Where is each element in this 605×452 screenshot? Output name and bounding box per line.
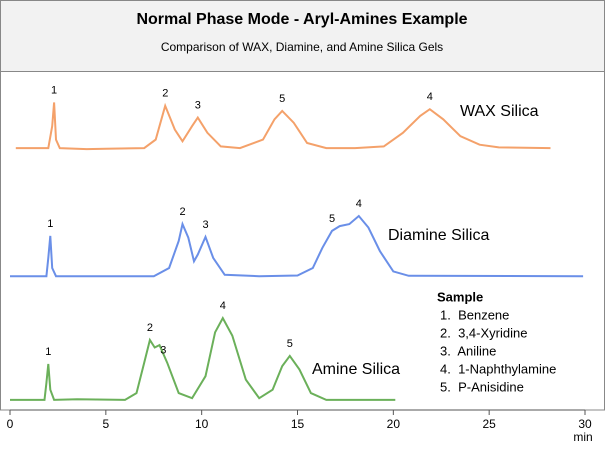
peak-label: 3 <box>195 100 201 112</box>
series-label: WAX Silica <box>460 103 539 120</box>
x-axis-label: min <box>573 430 592 444</box>
peak-label: 1 <box>51 84 57 96</box>
peak-label: 5 <box>287 338 293 350</box>
peak-label: 5 <box>279 93 285 105</box>
trace <box>10 214 584 278</box>
peak-label: 2 <box>179 206 185 218</box>
plot-frame <box>0 71 605 411</box>
peak-label: 3 <box>160 345 166 357</box>
peak-label: 4 <box>220 300 226 312</box>
title-box <box>0 0 605 72</box>
peak-label: 3 <box>202 219 208 231</box>
series-label: Amine Silica <box>312 361 400 378</box>
x-tick-label: 25 <box>482 417 496 431</box>
legend-item: 5. P-Anisidine <box>440 379 524 394</box>
legend-item: 3. Aniline <box>440 343 496 358</box>
legend-title: Sample <box>437 289 483 304</box>
chart-subtitle: Comparison of WAX, Diamine, and Amine Si… <box>161 40 443 54</box>
x-tick-label: 20 <box>387 417 401 431</box>
x-tick-label: 30 <box>578 417 592 431</box>
chart-title: Normal Phase Mode - Aryl-Amines Example <box>136 11 467 28</box>
x-tick-label: 10 <box>195 417 209 431</box>
x-tick-label: 0 <box>7 417 14 431</box>
series-label: Diamine Silica <box>388 227 489 244</box>
peak-label: 2 <box>147 322 153 334</box>
trace <box>10 316 396 401</box>
peak-label: 1 <box>45 346 51 358</box>
x-tick-label: 5 <box>102 417 109 431</box>
x-tick-label: 15 <box>291 417 305 431</box>
legend-item: 2. 3,4-Xyridine <box>440 325 527 340</box>
peak-label: 5 <box>329 213 335 225</box>
peak-label: 4 <box>356 198 362 210</box>
peak-label: 2 <box>162 88 168 100</box>
legend-item: 1. Benzene <box>440 307 509 322</box>
peak-label: 1 <box>47 218 53 230</box>
trace <box>15 102 551 151</box>
legend-item: 4. 1-Naphthylamine <box>440 361 556 376</box>
peak-label: 4 <box>427 91 433 103</box>
